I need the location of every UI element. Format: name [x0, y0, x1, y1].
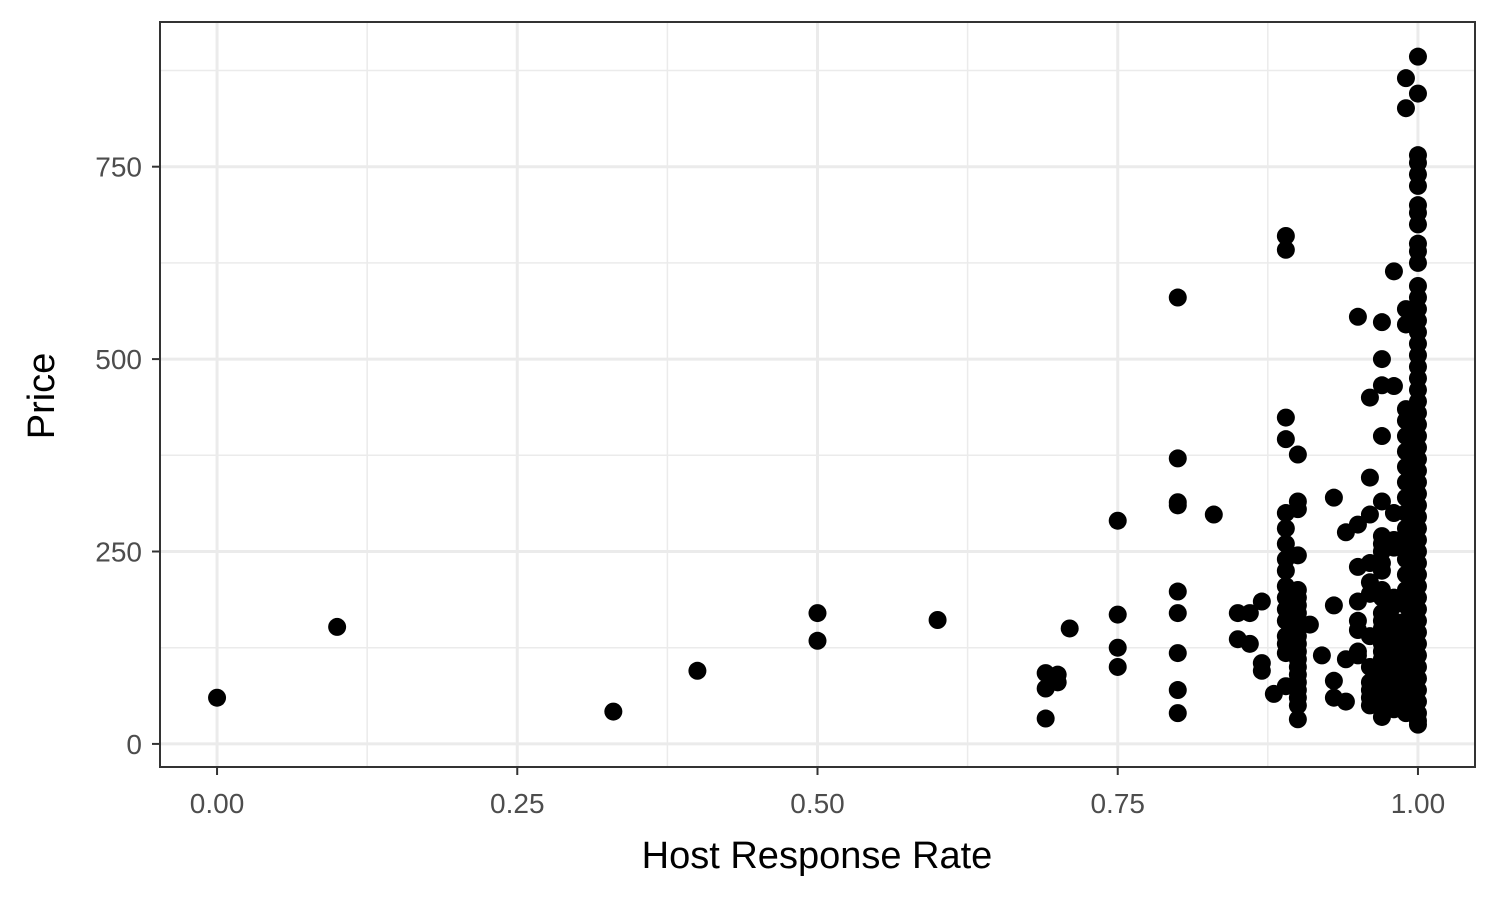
data-point	[208, 688, 227, 707]
y-tick-label: 0	[126, 729, 142, 760]
data-point	[688, 661, 707, 680]
data-point	[1336, 692, 1355, 711]
data-point	[1168, 681, 1187, 700]
data-point	[1108, 638, 1127, 657]
data-point	[1348, 646, 1367, 665]
data-point	[1168, 704, 1187, 723]
data-point	[1168, 582, 1187, 601]
data-point	[1372, 350, 1391, 369]
data-point	[1108, 657, 1127, 676]
data-point	[928, 611, 947, 630]
data-point	[1372, 427, 1391, 446]
data-point	[1408, 215, 1427, 234]
data-point	[1168, 449, 1187, 468]
y-axis-title: Price	[21, 353, 63, 440]
data-point	[1240, 604, 1259, 623]
data-point	[1048, 673, 1067, 692]
data-point	[1396, 69, 1415, 88]
data-point	[1348, 515, 1367, 534]
x-tick-label: 0.25	[490, 788, 545, 819]
data-point	[604, 702, 623, 721]
data-point	[1384, 262, 1403, 281]
data-point	[1168, 288, 1187, 307]
x-axis-ticks: 0.00 0.25 0.50 0.75 1.00	[190, 767, 1445, 819]
data-point	[1384, 377, 1403, 396]
data-point	[1288, 546, 1307, 565]
y-tick-label: 250	[95, 537, 142, 568]
data-points	[208, 47, 1427, 734]
data-point	[1372, 492, 1391, 511]
y-axis-ticks: 0 250 500 750	[95, 152, 160, 760]
x-axis-title: Host Response Rate	[642, 835, 993, 877]
x-tick-label: 0.00	[190, 788, 245, 819]
data-point	[1372, 561, 1391, 580]
data-point	[1360, 468, 1379, 487]
data-point	[328, 617, 347, 636]
data-point	[1288, 500, 1307, 519]
data-point	[1372, 313, 1391, 332]
data-point	[1252, 592, 1271, 611]
data-point	[1324, 596, 1343, 615]
data-point	[1408, 715, 1427, 734]
data-point	[1288, 710, 1307, 729]
data-point	[808, 631, 827, 650]
data-point	[1324, 671, 1343, 690]
data-point	[1276, 430, 1295, 449]
data-point	[1408, 176, 1427, 195]
data-point	[1036, 709, 1055, 728]
data-point	[1348, 307, 1367, 326]
data-point	[1108, 511, 1127, 530]
data-point	[1312, 646, 1331, 665]
data-point	[1276, 561, 1295, 580]
y-tick-label: 750	[95, 152, 142, 183]
data-point	[1360, 505, 1379, 524]
data-point	[1276, 534, 1295, 553]
data-point	[1276, 408, 1295, 427]
data-point	[1240, 634, 1259, 653]
data-point	[1324, 488, 1343, 507]
data-point	[808, 604, 827, 623]
data-point	[1168, 496, 1187, 515]
data-point	[1060, 619, 1079, 638]
data-point	[1168, 644, 1187, 663]
y-tick-label: 500	[95, 344, 142, 375]
data-point	[1108, 605, 1127, 624]
x-tick-label: 1.00	[1391, 788, 1446, 819]
x-tick-label: 0.50	[790, 788, 845, 819]
data-point	[1396, 99, 1415, 118]
x-tick-label: 0.75	[1090, 788, 1145, 819]
data-point	[1276, 519, 1295, 538]
data-point	[1276, 226, 1295, 245]
data-point	[1408, 47, 1427, 66]
data-point	[1252, 661, 1271, 680]
data-point	[1408, 84, 1427, 103]
data-point	[1408, 253, 1427, 272]
data-point	[1168, 604, 1187, 623]
data-point	[1360, 388, 1379, 407]
data-point	[1288, 445, 1307, 464]
data-point	[1204, 505, 1223, 524]
data-point	[1288, 696, 1307, 715]
data-point	[1276, 240, 1295, 259]
data-point	[1300, 615, 1319, 634]
